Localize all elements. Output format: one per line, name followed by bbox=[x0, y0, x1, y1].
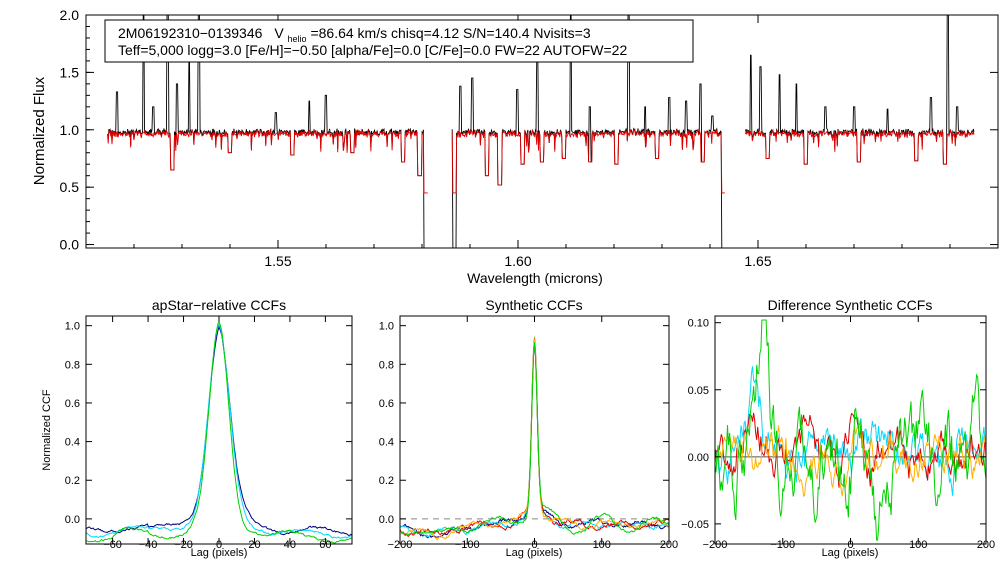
spectrum-axes-frame bbox=[85, 14, 999, 249]
difference-ccf-series-visit-2 bbox=[714, 412, 987, 488]
spectrum-panel: 1.55 1.60 1.65 0.0 0.5 1.0 1.5 2.0 2M06192310−0… bbox=[31, 7, 999, 286]
difference-ccf-x-tick-label: −200 bbox=[703, 539, 728, 551]
apstar-ccf-x-tick-label: −40 bbox=[139, 539, 158, 551]
apstar-ccf-y-tick-label: 0.8 bbox=[65, 359, 80, 371]
synthetic-ccf-x-axis-label: Lag (pixels) bbox=[506, 547, 563, 559]
synthetic-ccf-y-tick-label: 0.2 bbox=[379, 475, 394, 487]
synthetic-ccf-x-tick-label: −100 bbox=[455, 539, 480, 551]
synthetic-ccf-ticks: −200 −100 0 100 200 0.0 0.2 0.4 0.6 0.8 1.0 bbox=[379, 316, 678, 551]
apstar-ccf-x-axis-label: Lag (pixels) bbox=[191, 547, 248, 559]
difference-ccf-x-tick-label: 0 bbox=[847, 539, 853, 551]
annotation-line-1: 2M06192310−0139346 V helio =86.64 km/s c… bbox=[118, 25, 591, 45]
apstar-ccf-y-tick-label: 0.0 bbox=[65, 514, 80, 526]
apstar-ccf-series-visit-2 bbox=[85, 321, 353, 544]
apstar-ccf-x-tick-label: −60 bbox=[103, 539, 122, 551]
synthetic-ccf-series-combined bbox=[399, 341, 670, 539]
apstar-ccf-series-visit-1 bbox=[85, 322, 353, 539]
spectrum-x-tick-label: 1.60 bbox=[504, 253, 531, 269]
difference-ccf-ticks: −200 −100 0 100 200 −0.05 0.00 0.05 0.10 bbox=[681, 316, 995, 551]
apstar-ccf-plot-area bbox=[85, 321, 353, 544]
spectrum-y-axis-label: Normalized Flux bbox=[31, 76, 48, 185]
difference-ccf-series-visit-3 bbox=[714, 424, 987, 498]
annotation-vhelio-subscript: helio bbox=[288, 34, 307, 44]
spectrum-synthetic-line-chip-3 bbox=[745, 128, 975, 165]
apstar-ccf-y-tick-label: 0.6 bbox=[65, 398, 80, 410]
difference-ccf-y-tick-label: 0.05 bbox=[688, 385, 709, 397]
apstar-ccf-y-axis-label: Normalized CCF bbox=[41, 389, 53, 471]
apstar-ccf-x-tick-label: 20 bbox=[248, 539, 260, 551]
difference-ccf-x-tick-label: 200 bbox=[977, 539, 995, 551]
difference-ccf-y-tick-label: −0.05 bbox=[681, 519, 709, 531]
apstar-ccf-series-combined bbox=[85, 325, 353, 537]
synthetic-ccf-panel: Synthetic CCFs −200 −100 0 100 200 0.0 0.2 0.4 0… bbox=[379, 297, 678, 559]
annotation-star-id: 2M06192310−0139346 bbox=[118, 25, 263, 41]
spectrum-y-tick-label: 2.0 bbox=[60, 7, 80, 23]
apstar-ccf-x-tick-label: 0 bbox=[216, 539, 222, 551]
spectrum-synthetic-line-chip-2 bbox=[451, 128, 725, 194]
spectrum-x-axis-label: Wavelength (microns) bbox=[467, 270, 603, 286]
difference-ccf-series-visit-4 bbox=[714, 319, 987, 541]
synthetic-ccf-series-visit-2 bbox=[399, 337, 670, 538]
spectrum-x-tick-label: 1.55 bbox=[264, 253, 291, 269]
synthetic-ccf-series-visit-3 bbox=[399, 338, 670, 541]
apstar-ccf-y-tick-label: 0.2 bbox=[65, 475, 80, 487]
synthetic-ccf-series-visit-4 bbox=[399, 342, 670, 536]
apstar-ccf-x-tick-label: 40 bbox=[284, 539, 296, 551]
spectrum-y-tick-label: 0.5 bbox=[60, 179, 80, 195]
synthetic-ccf-title: Synthetic CCFs bbox=[485, 297, 582, 313]
difference-ccf-y-tick-label: 0.10 bbox=[688, 318, 709, 330]
annotation-line-2: Teff=5,000 logg=3.0 [Fe/H]=−0.50 [alpha/… bbox=[118, 42, 627, 58]
synthetic-ccf-axes-frame bbox=[399, 315, 670, 545]
apstar-ccf-title: apStar−relative CCFs bbox=[152, 297, 286, 313]
difference-ccf-title: Difference Synthetic CCFs bbox=[768, 297, 933, 313]
annotation-line-1-values: =86.64 km/s chisq=4.12 S/N=140.4 Nvisits… bbox=[310, 25, 590, 41]
synthetic-ccf-y-tick-label: 0.4 bbox=[379, 437, 394, 449]
difference-ccf-y-tick-label: 0.00 bbox=[688, 452, 709, 464]
synthetic-ccf-x-tick-label: 200 bbox=[660, 539, 678, 551]
spectrum-x-tick-label: 1.65 bbox=[744, 253, 771, 269]
spectrum-plot-area bbox=[107, 14, 975, 249]
difference-ccf-plot-area bbox=[714, 319, 987, 541]
apstar-ccf-ticks: −60 −40 −20 0 20 40 60 0.0 0.2 0.4 0.6 0.8 1.0 bbox=[65, 316, 352, 551]
difference-ccf-series-visit-1 bbox=[714, 366, 987, 496]
synthetic-ccf-x-tick-label: 0 bbox=[531, 539, 537, 551]
apstar-ccf-x-tick-label: −20 bbox=[174, 539, 193, 551]
difference-ccf-x-axis-label: Lag (pixels) bbox=[822, 547, 879, 559]
apstar-ccf-axes-frame bbox=[85, 315, 353, 545]
spectrum-annotation-box: 2M06192310−0139346 V helio =86.64 km/s c… bbox=[104, 19, 694, 63]
synthetic-ccf-y-tick-label: 0.6 bbox=[379, 398, 394, 410]
apstar-ccf-y-tick-label: 1.0 bbox=[65, 321, 80, 333]
difference-ccf-x-tick-label: 100 bbox=[909, 539, 927, 551]
apstar-ccf-y-tick-label: 0.4 bbox=[65, 437, 80, 449]
difference-ccf-x-tick-label: −100 bbox=[770, 539, 795, 551]
spectrum-y-tick-label: 0.0 bbox=[60, 237, 80, 253]
spectrum-ticks: 1.55 1.60 1.65 0.0 0.5 1.0 1.5 2.0 bbox=[60, 7, 998, 269]
spectrum-observed-line-chip-3 bbox=[745, 14, 975, 165]
spectrum-y-tick-label: 1.0 bbox=[60, 122, 80, 138]
synthetic-ccf-y-tick-label: 0.0 bbox=[379, 514, 394, 526]
spectrum-y-tick-label: 1.5 bbox=[60, 64, 80, 80]
difference-ccf-panel: Difference Synthetic CCFs −200 −100 0 100 20… bbox=[681, 297, 995, 559]
annotation-vhelio-label: V bbox=[274, 25, 284, 41]
spectrum-synthetic-line-chip-1 bbox=[107, 128, 428, 194]
apstar-ccf-panel: apStar−relative CCFs −60 −40 −20 0 20 40 60 0.0… bbox=[41, 297, 353, 559]
synthetic-ccf-plot-area bbox=[399, 336, 670, 541]
apstar-ccf-x-tick-label: 60 bbox=[319, 539, 331, 551]
synthetic-ccf-y-tick-label: 0.8 bbox=[379, 359, 394, 371]
synthetic-ccf-x-tick-label: −200 bbox=[388, 539, 413, 551]
synthetic-ccf-x-tick-label: 100 bbox=[593, 539, 611, 551]
annotation-frame bbox=[104, 19, 694, 63]
synthetic-ccf-y-tick-label: 1.0 bbox=[379, 321, 394, 333]
synthetic-ccf-series-visit-1 bbox=[399, 336, 670, 538]
